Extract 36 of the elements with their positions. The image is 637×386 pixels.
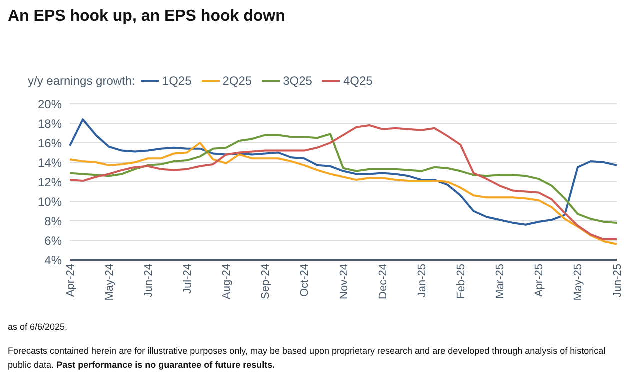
y-tick-label: 16% <box>38 136 62 150</box>
x-tick-label: Apr-25 <box>534 264 546 298</box>
chart-title: An EPS hook up, an EPS hook down <box>8 8 286 26</box>
line-series <box>69 133 618 224</box>
x-tick-label: May-25 <box>572 264 585 301</box>
line-series <box>69 124 618 241</box>
x-tick-label: Jul-24 <box>182 264 194 294</box>
y-tick-label: 12% <box>38 175 62 190</box>
text: as of 6/6/2025. <box>8 322 69 332</box>
x-tick-label: Jun-24 <box>142 264 155 298</box>
legend-label: 3Q25 <box>282 74 312 88</box>
chart-subtitle: y/y earnings growth: <box>28 74 136 88</box>
text: Past performance is no guarantee of future results. <box>56 360 276 370</box>
x-tick-label: Apr-24 <box>64 264 77 298</box>
y-tick-label: 10% <box>38 194 62 209</box>
x-tick-label: Jun-25 <box>612 264 624 298</box>
x-tick-label: Oct-24 <box>299 264 312 298</box>
y-tick-label: 6% <box>44 234 62 248</box>
x-tick-label: Dec-24 <box>377 264 390 300</box>
x-tick-label: Nov-24 <box>338 264 350 300</box>
legend-label: 1Q25 <box>161 74 192 88</box>
x-tick-label: Mar-25 <box>494 264 507 299</box>
x-tick-label: Jan-25 <box>416 264 428 298</box>
y-tick-label: 20% <box>38 97 62 112</box>
x-tick-label: Sep-24 <box>260 264 272 300</box>
x-tick-label: Aug-24 <box>221 264 234 300</box>
y-tick-label: 18% <box>38 116 62 131</box>
y-tick-label: 14% <box>38 156 62 170</box>
legend-label: 4Q25 <box>342 74 373 88</box>
x-tick-label: May-24 <box>104 264 116 301</box>
y-tick-label: 4% <box>44 253 62 268</box>
y-tick-label: 8% <box>44 214 62 228</box>
x-tick-label: Feb-25 <box>456 264 468 299</box>
line-series <box>69 142 618 246</box>
line-series <box>69 118 618 226</box>
legend-label: 2Q25 <box>222 74 252 88</box>
